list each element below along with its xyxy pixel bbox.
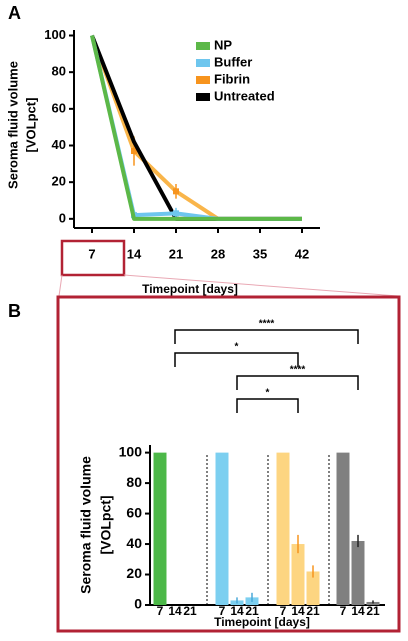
x-tick-label: 21 xyxy=(245,604,259,618)
y-tick-label: 100 xyxy=(44,27,66,42)
x-tick-label: 35 xyxy=(253,246,267,261)
y-tick-label: 80 xyxy=(52,64,66,79)
bar xyxy=(215,452,229,605)
y-tick-label: 100 xyxy=(119,443,143,459)
bar xyxy=(291,544,305,605)
line xyxy=(90,35,302,221)
x-tick-label: 21 xyxy=(183,604,197,618)
significance-label: * xyxy=(266,388,270,399)
bar xyxy=(276,452,290,605)
panel-label: B xyxy=(8,301,21,321)
y-axis-label: Seroma fluid volume xyxy=(78,456,94,594)
significance-bracket xyxy=(174,352,299,367)
x-tick-label: 28 xyxy=(211,246,225,261)
y-axis-label: [VOLpct] xyxy=(98,495,114,554)
y-tick-label: 60 xyxy=(126,504,142,520)
x-tick-label: 14 xyxy=(127,246,142,261)
x-axis-label: Timepoint [days] xyxy=(214,615,310,629)
legend-swatch xyxy=(196,59,210,67)
bar xyxy=(153,452,167,605)
x-tick-label: 14 xyxy=(351,604,365,618)
highlight-box xyxy=(60,239,126,277)
marker xyxy=(173,210,179,217)
bar xyxy=(306,571,320,605)
marker xyxy=(173,188,179,195)
x-tick-label: 21 xyxy=(366,604,380,618)
legend-label: Fibrin xyxy=(214,71,250,86)
x-tick-label: 7 xyxy=(157,604,164,618)
y-tick-label: 60 xyxy=(52,100,66,115)
y-tick-label: 0 xyxy=(134,596,142,612)
panel-b-box xyxy=(56,295,401,633)
significance-label: **** xyxy=(259,319,275,330)
y-axis-label: [VOLpct] xyxy=(23,98,38,153)
legend-label: Untreated xyxy=(214,88,275,103)
significance-label: **** xyxy=(290,365,306,376)
connector xyxy=(123,274,399,297)
x-tick-label: 14 xyxy=(291,604,305,618)
x-tick-label: 7 xyxy=(219,604,226,618)
significance-bracket xyxy=(174,329,359,344)
x-tick-label: 14 xyxy=(168,604,182,618)
bar xyxy=(336,452,350,605)
x-tick-label: 21 xyxy=(169,246,183,261)
connector xyxy=(58,274,63,297)
legend-swatch xyxy=(196,42,210,50)
y-tick-label: 80 xyxy=(126,474,142,490)
legend-label: Buffer xyxy=(214,54,252,69)
legend-label: NP xyxy=(214,37,232,52)
significance-bracket xyxy=(236,398,299,413)
panel-label: A xyxy=(8,3,21,23)
x-tick-label: 21 xyxy=(306,604,320,618)
marker xyxy=(131,148,137,154)
significance-bracket xyxy=(236,375,359,390)
y-tick-label: 20 xyxy=(52,174,66,189)
x-tick-label: 42 xyxy=(295,246,309,261)
x-tick-label: 7 xyxy=(280,604,287,618)
y-tick-label: 0 xyxy=(59,210,66,225)
significance-label: * xyxy=(235,342,239,353)
y-axis-label: Seroma fluid volume xyxy=(5,61,20,189)
legend-swatch xyxy=(196,76,210,84)
x-tick-label: 14 xyxy=(230,604,244,618)
y-tick-label: 40 xyxy=(52,137,66,152)
x-axis-label: Timepoint [days] xyxy=(142,282,238,296)
x-tick-label: 7 xyxy=(340,604,347,618)
x-tick-label: 7 xyxy=(88,246,95,261)
legend-swatch xyxy=(196,93,210,101)
y-tick-label: 20 xyxy=(126,565,142,581)
bar xyxy=(351,541,365,605)
y-tick-label: 40 xyxy=(126,535,142,551)
